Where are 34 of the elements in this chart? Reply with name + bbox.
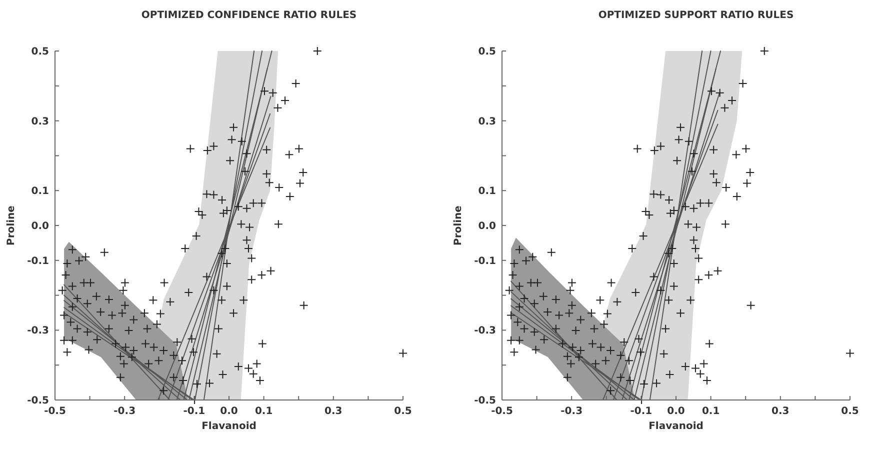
y-tick-label: -0.3 bbox=[474, 326, 496, 337]
x-tick-label: 0.1 bbox=[702, 406, 720, 417]
y-tick-label: 0.5 bbox=[31, 46, 50, 58]
y-tick-label: -0.5 bbox=[27, 396, 50, 406]
y-tick-label: 0.1 bbox=[478, 186, 496, 198]
x-axis-title: Flavanoid bbox=[648, 421, 704, 432]
x-tick-label: 0.5 bbox=[394, 406, 412, 417]
chart-title: OPTIMIZED CONFIDENCE RATIO RULES bbox=[141, 10, 357, 21]
y-axis-title: Proline bbox=[6, 205, 17, 246]
x-axis-title: Flavanoid bbox=[202, 421, 256, 432]
chart-title: OPTIMIZED SUPPORT RATIO RULES bbox=[598, 10, 794, 21]
y-tick-label: 0.3 bbox=[478, 116, 496, 128]
x-tick-label: -0.3 bbox=[114, 406, 136, 417]
x-tick-label: 0.1 bbox=[254, 406, 273, 417]
x-tick-label: 0.3 bbox=[324, 406, 342, 417]
y-tick-label: 0.0 bbox=[478, 221, 496, 232]
x-tick-label: -0.3 bbox=[560, 406, 583, 417]
x-tick-label: -0.1 bbox=[183, 406, 206, 417]
y-tick-label: 0.5 bbox=[478, 46, 496, 58]
y-tick-label: 0.0 bbox=[31, 221, 50, 232]
y-tick-label: 0.3 bbox=[31, 116, 50, 128]
y-tick-label: -0.1 bbox=[27, 256, 50, 267]
x-tick-label: 0.0 bbox=[220, 406, 238, 417]
x-tick-label: -0.5 bbox=[491, 406, 513, 417]
x-tick-label: -0.1 bbox=[630, 406, 652, 417]
y-tick-label: -0.1 bbox=[474, 256, 496, 267]
x-tick-label: 0.3 bbox=[772, 406, 790, 417]
y-axis-title: Proline bbox=[453, 205, 464, 246]
y-tick-label: -0.3 bbox=[27, 326, 50, 337]
x-tick-label: -0.5 bbox=[44, 406, 66, 417]
y-tick-label: -0.5 bbox=[474, 396, 496, 406]
x-tick-label: 0.5 bbox=[841, 406, 859, 417]
y-tick-label: 0.1 bbox=[31, 186, 50, 198]
x-tick-label: 0.0 bbox=[667, 406, 685, 417]
